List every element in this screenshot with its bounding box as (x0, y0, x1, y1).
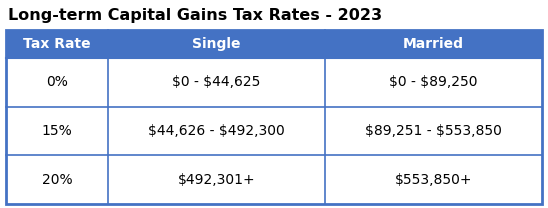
Text: \$0 - \$89,250: \$0 - \$89,250 (389, 75, 478, 89)
Text: 0%: 0% (46, 75, 68, 89)
Text: \$492,301+: \$492,301+ (178, 173, 255, 187)
Text: 20%: 20% (42, 173, 72, 187)
Bar (6, 58, 542, 107)
Text: \$44,626 - \$492,300: \$44,626 - \$492,300 (148, 124, 285, 138)
Text: \$0 - \$44,625: \$0 - \$44,625 (172, 75, 260, 89)
Text: 15%: 15% (42, 124, 72, 138)
Text: Tax Rate: Tax Rate (23, 37, 91, 51)
Bar (6, 155, 542, 204)
Bar (6, 107, 542, 155)
Bar (6, 30, 542, 204)
Text: Long-term Capital Gains Tax Rates - 2023: Long-term Capital Gains Tax Rates - 2023 (8, 8, 382, 23)
Text: Single: Single (192, 37, 241, 51)
Text: \$553,850+: \$553,850+ (395, 173, 472, 187)
Bar (6, 30, 542, 58)
Text: Married: Married (403, 37, 464, 51)
Text: \$89,251 - \$553,850: \$89,251 - \$553,850 (365, 124, 502, 138)
